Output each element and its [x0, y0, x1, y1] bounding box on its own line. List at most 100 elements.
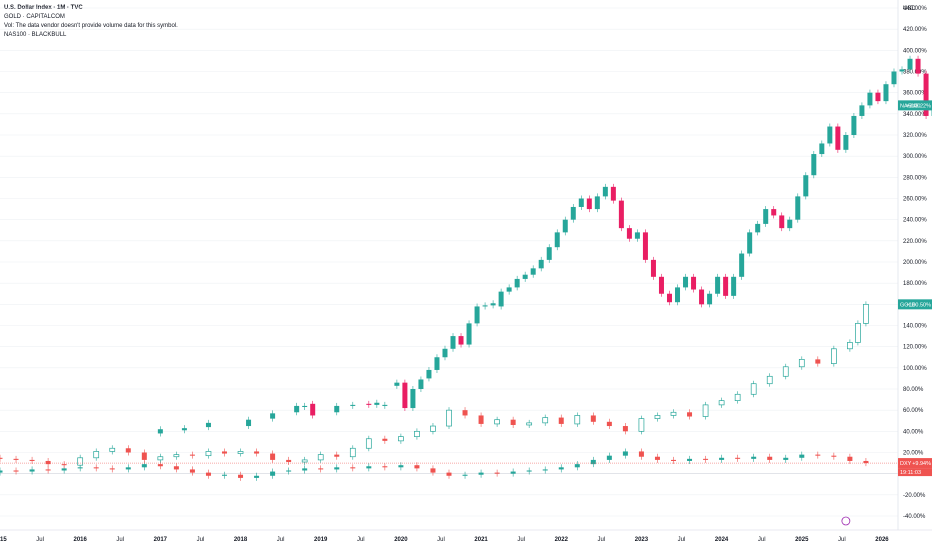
candle-body — [302, 468, 308, 471]
candle-body — [430, 425, 436, 432]
legend-nas100-symbol[interactable]: NAS100 · BLACKBULL — [4, 32, 67, 38]
candle-body — [482, 305, 488, 307]
candle-body — [490, 303, 496, 306]
candle-body — [602, 186, 608, 197]
candle-body — [93, 451, 100, 459]
candle-body — [626, 228, 632, 239]
y-tick-label: 80.00% — [903, 387, 924, 393]
candle-body — [157, 456, 164, 461]
candle-body — [578, 198, 584, 207]
candle-body — [803, 175, 809, 197]
candle-body — [811, 154, 817, 176]
x-tick-label: 2018 — [234, 537, 248, 543]
candle-body — [779, 215, 785, 229]
candle-body — [590, 415, 596, 422]
candle-body — [875, 92, 881, 102]
candle-body — [141, 464, 147, 468]
candle-body — [382, 438, 388, 441]
candle-body — [554, 232, 560, 248]
candle-body — [157, 464, 163, 467]
candle-body — [755, 223, 761, 233]
y-tick-label: 140.00% — [903, 324, 927, 330]
candle-body — [478, 472, 484, 475]
candle-body — [642, 232, 648, 260]
candle-body — [301, 459, 308, 463]
candle-body — [286, 470, 292, 472]
candle-body — [771, 209, 777, 216]
candle-body — [723, 276, 729, 296]
legend-volume-note: Vol: The data vendor doesn't provide vol… — [4, 23, 178, 29]
candle-body — [109, 447, 116, 452]
candle-body — [739, 253, 745, 277]
candle-body — [863, 460, 869, 464]
candle-body — [799, 454, 805, 458]
candle-body — [586, 198, 592, 210]
x-tick-label: 2016 — [73, 537, 87, 543]
candle-body — [157, 429, 163, 434]
candle-body — [658, 276, 664, 294]
candle-body — [294, 405, 300, 413]
y-tick-label: 420.00% — [903, 27, 927, 33]
candle-body — [783, 457, 789, 460]
candle-body — [45, 460, 51, 465]
candle-body — [77, 457, 84, 466]
event-marker-icon — [841, 516, 851, 526]
y-tick-label: 240.00% — [903, 218, 927, 224]
candle-body — [735, 457, 741, 459]
candle-body — [382, 466, 388, 468]
candle-body — [590, 459, 596, 465]
candle-body — [867, 92, 873, 106]
candle-body — [430, 468, 436, 473]
candle-body — [246, 419, 252, 427]
candle-body — [365, 438, 372, 449]
candle-body — [334, 405, 340, 413]
candle-body — [574, 415, 581, 425]
candle-body — [782, 366, 789, 377]
candle-body — [751, 456, 757, 459]
x-tick-label: 2022 — [555, 537, 569, 543]
candle-body — [366, 466, 372, 469]
candle-body — [205, 422, 211, 428]
candle-body — [734, 393, 741, 401]
candle-body — [574, 464, 580, 468]
candle-body — [687, 412, 693, 417]
x-tick-label: Jul — [277, 537, 285, 543]
candle-body — [310, 403, 316, 416]
dxy-countdown-bg — [898, 468, 932, 477]
y-tick-label: 380.00% — [903, 70, 927, 76]
legend-gold-symbol[interactable]: GOLD · CAPITALCOM — [4, 14, 65, 20]
candle-body — [546, 247, 552, 260]
candle-body — [350, 404, 356, 406]
candle-body — [349, 447, 356, 458]
dxy-tag-symbol: DXY — [900, 461, 912, 467]
gold-tag-symbol: GOLD — [900, 302, 916, 308]
x-tick-label: 2019 — [314, 537, 328, 543]
candle-body — [675, 287, 681, 303]
candle-body — [254, 451, 260, 454]
candle-body — [650, 259, 656, 277]
candle-body — [542, 469, 548, 471]
x-tick-label: Jul — [758, 537, 766, 543]
nas100-tag-value: +348.22% — [906, 103, 931, 109]
candle-body — [494, 419, 500, 425]
nas100-tag — [898, 100, 932, 111]
candle-body — [606, 421, 612, 427]
candle-body — [254, 475, 260, 478]
candle-body — [466, 323, 472, 345]
candle-body — [883, 84, 889, 102]
gold-tag-value: +160.50% — [906, 302, 931, 308]
candle-body — [671, 459, 676, 461]
y-tick-label: 360.00% — [903, 91, 927, 97]
y-tick-label: 120.00% — [903, 345, 927, 351]
candle-body — [719, 457, 725, 460]
candle-body — [173, 454, 180, 458]
candle-body — [831, 455, 837, 457]
candle-body — [141, 452, 147, 460]
candle-body — [29, 459, 35, 461]
candle-body — [835, 126, 841, 150]
candle-body — [173, 466, 179, 470]
candle-body — [703, 458, 709, 460]
candle-body — [45, 469, 51, 471]
candle-body — [270, 471, 276, 476]
